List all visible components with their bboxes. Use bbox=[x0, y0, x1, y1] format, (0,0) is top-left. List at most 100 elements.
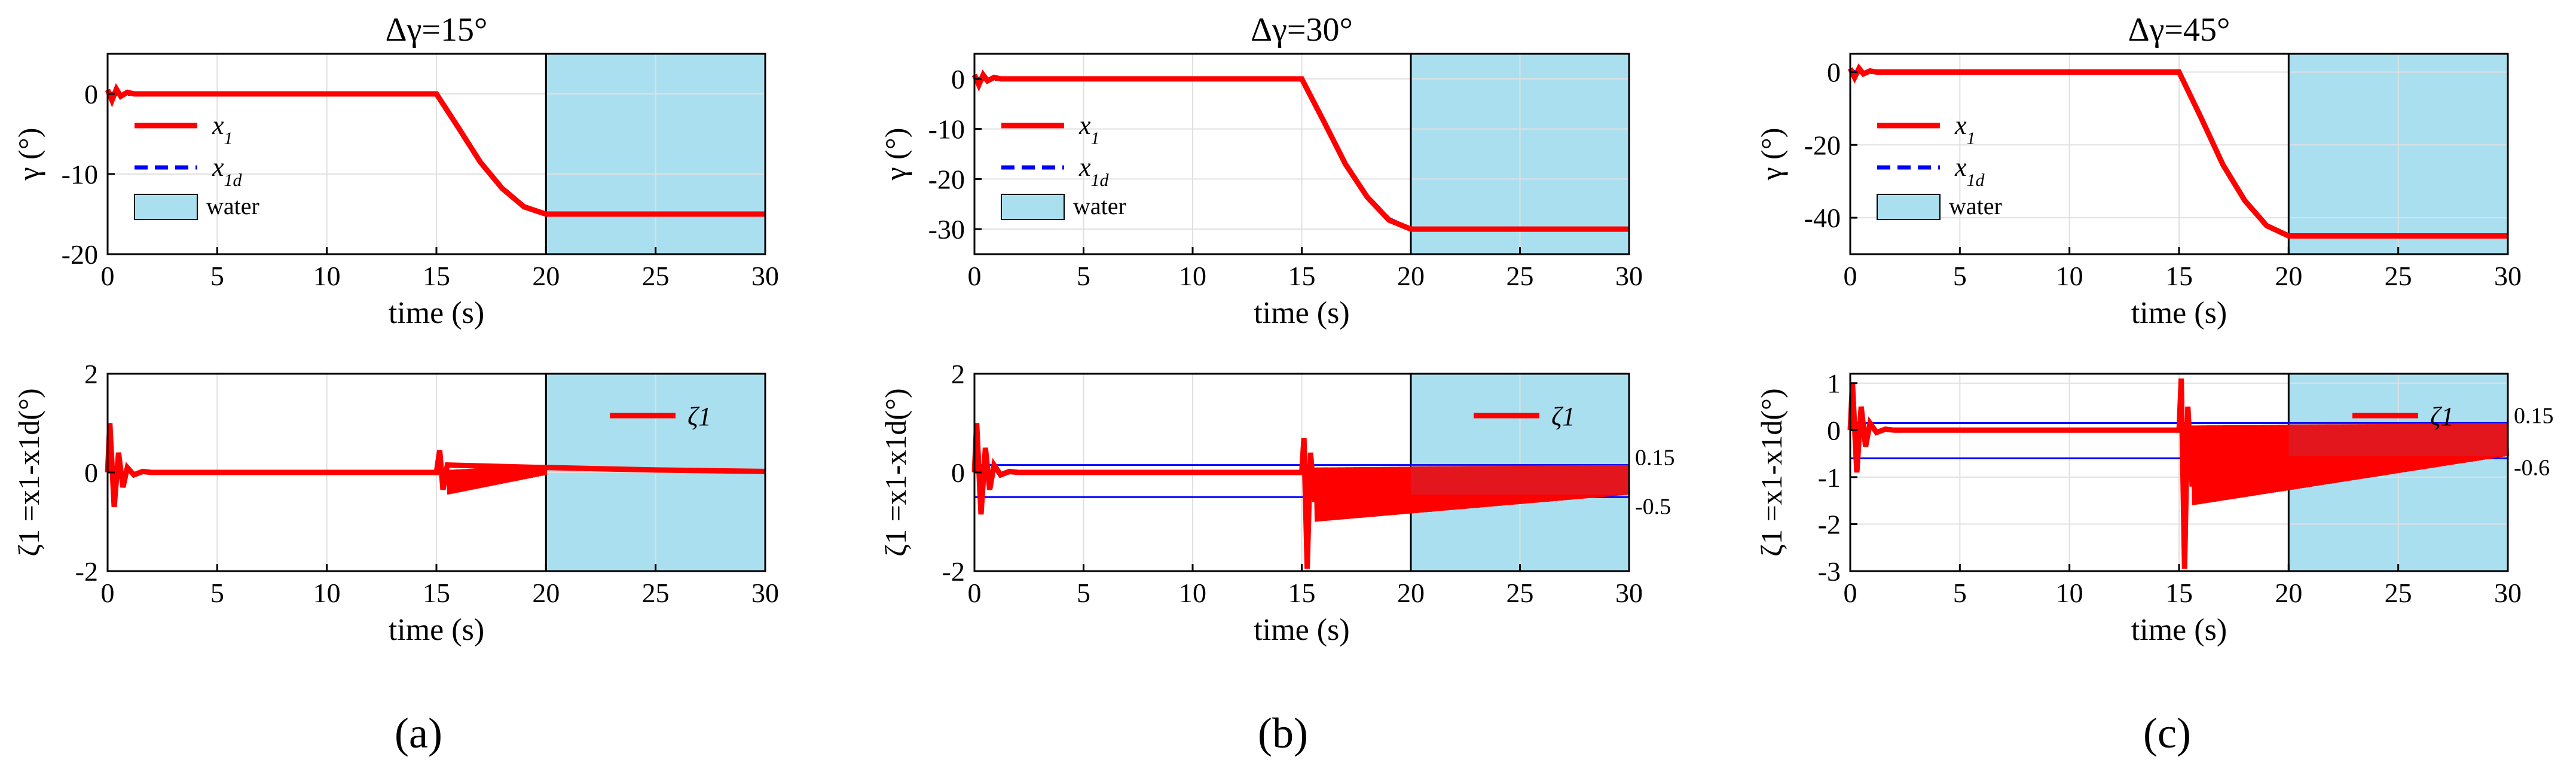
legend-label-zeta1: ζ1 bbox=[2430, 402, 2454, 431]
chart-title: Δγ=45° bbox=[2128, 11, 2230, 48]
oscillation-trace bbox=[1313, 465, 1630, 522]
x-tick-label: 5 bbox=[1077, 578, 1090, 608]
caption-a: (a) bbox=[395, 709, 442, 757]
y-tick-label: -20 bbox=[1804, 130, 1841, 160]
x-tick-label: 5 bbox=[1953, 261, 1967, 291]
y-tick-label: -2 bbox=[75, 556, 98, 587]
x-tick-label: 20 bbox=[1397, 578, 1425, 608]
y-tick-label: 1 bbox=[1827, 368, 1841, 399]
oscillation-band-water bbox=[2288, 423, 2508, 456]
panel-a-top: 0 5 10 15 20 25 30 0 -10 -20 time (s) γ (°) Δγ=15° x1… bbox=[12, 11, 779, 330]
y-axis-label: γ (°) bbox=[879, 128, 912, 181]
x-tick-label: 25 bbox=[642, 578, 670, 608]
legend-label-x1d: x1d bbox=[1078, 152, 1109, 190]
y-axis-label: γ (°) bbox=[1755, 128, 1788, 181]
x-tick-label: 0 bbox=[968, 261, 982, 291]
x-tick-label: 15 bbox=[2165, 261, 2193, 291]
x-tick-label: 20 bbox=[2275, 261, 2302, 291]
legend-label-water: water bbox=[206, 193, 259, 219]
x-tick-label: 30 bbox=[1615, 261, 1643, 291]
x-axis-label: time (s) bbox=[389, 296, 484, 330]
y-axis-label: ζ1 =x1-x1d(°) bbox=[879, 388, 912, 556]
x-axis-label: time (s) bbox=[1254, 613, 1349, 647]
x-axis-label: time (s) bbox=[2131, 296, 2227, 330]
x-tick-label: 30 bbox=[2494, 578, 2522, 608]
x-tick-label: 20 bbox=[532, 261, 560, 291]
x-tick-label: 10 bbox=[313, 261, 341, 291]
y-tick-label: 0 bbox=[951, 457, 965, 488]
series-x1 bbox=[1847, 63, 2508, 239]
y-tick-label: 0 bbox=[84, 79, 98, 109]
legend-label-water: water bbox=[1949, 193, 2002, 219]
y-tick-label: -20 bbox=[62, 239, 98, 270]
panel-b-top: 0 5 10 15 20 25 30 0 -10 -20 -30 time (s) γ (°) Δγ=30… bbox=[879, 11, 1643, 330]
y-tick-label: 0 bbox=[1827, 57, 1841, 87]
chart-title: Δγ=15° bbox=[386, 11, 488, 48]
bound-label: 0.15 bbox=[2514, 404, 2554, 429]
x-tick-label: 10 bbox=[313, 578, 341, 608]
y-tick-label: -1 bbox=[1818, 462, 1841, 493]
x-tick-label: 0 bbox=[101, 578, 115, 608]
y-tick-label: -2 bbox=[1818, 509, 1841, 539]
y-tick-label: -10 bbox=[928, 114, 965, 145]
series-ζ1 bbox=[105, 423, 766, 508]
x-tick-label: 15 bbox=[423, 578, 450, 608]
x-tick-label: 5 bbox=[1953, 578, 1967, 608]
y-tick-label: 2 bbox=[84, 359, 98, 389]
x-axis-label: time (s) bbox=[2131, 613, 2227, 647]
x-axis-label: time (s) bbox=[389, 613, 484, 647]
bound-label: -0.6 bbox=[2514, 455, 2550, 480]
legend-label-x1: x1 bbox=[212, 111, 233, 148]
bound-label: -0.5 bbox=[1635, 494, 1671, 519]
legend-swatch-water bbox=[1877, 194, 1941, 220]
x-tick-label: 30 bbox=[751, 261, 779, 291]
legend-label-x1d: x1d bbox=[1954, 152, 1985, 190]
x-tick-label: 10 bbox=[2056, 578, 2083, 608]
y-tick-label: -40 bbox=[1804, 203, 1841, 233]
x-tick-label: 30 bbox=[751, 578, 779, 608]
x-tick-label: 10 bbox=[1179, 578, 1206, 608]
y-tick-label: -3 bbox=[1818, 556, 1841, 587]
x-tick-label: 15 bbox=[1288, 578, 1316, 608]
x-tick-label: 10 bbox=[2056, 261, 2083, 291]
y-axis-label: ζ1 =x1-x1d(°) bbox=[12, 388, 45, 556]
x-tick-label: 25 bbox=[642, 261, 670, 291]
bound-label: 0.15 bbox=[1635, 446, 1675, 471]
x-tick-label: 0 bbox=[968, 578, 982, 608]
series-x1 bbox=[971, 69, 1629, 232]
x-tick-label: 25 bbox=[2385, 261, 2412, 291]
oscillation-trace bbox=[2191, 423, 2509, 505]
x-tick-label: 15 bbox=[1288, 261, 1316, 291]
x-tick-label: 0 bbox=[1844, 578, 1857, 608]
x-tick-label: 30 bbox=[1615, 578, 1643, 608]
legend-swatch-water bbox=[1001, 194, 1065, 220]
y-tick-label: 2 bbox=[951, 359, 965, 389]
legend-label-x1: x1 bbox=[1078, 111, 1099, 148]
x-axis-label: time (s) bbox=[1254, 296, 1349, 330]
y-tick-label: 0 bbox=[1827, 415, 1841, 446]
legend-swatch-water bbox=[134, 194, 198, 220]
series-ζ1 bbox=[1847, 378, 2195, 569]
y-tick-label: -10 bbox=[62, 159, 98, 190]
x-tick-label: 15 bbox=[2165, 578, 2193, 608]
x-tick-label: 0 bbox=[1844, 261, 1857, 291]
series-x1 bbox=[105, 83, 765, 217]
legend-label-x1d: x1d bbox=[212, 152, 242, 190]
x-tick-label: 20 bbox=[2275, 578, 2302, 608]
legend-label-zeta1: ζ1 bbox=[1551, 402, 1575, 431]
y-tick-label: -20 bbox=[928, 164, 965, 194]
legend-label-zeta1: ζ1 bbox=[687, 402, 711, 431]
oscillation-band-water bbox=[1411, 465, 1629, 495]
x-tick-label: 25 bbox=[1507, 578, 1534, 608]
x-tick-label: 20 bbox=[532, 578, 560, 608]
x-tick-label: 5 bbox=[210, 261, 224, 291]
x-tick-label: 25 bbox=[2385, 578, 2412, 608]
x-tick-label: 30 bbox=[2494, 261, 2522, 291]
panel-c-top: 0 5 10 15 20 25 30 0 -20 -40 time (s) γ (°) Δγ=45° x1… bbox=[1755, 11, 2522, 330]
chart-title: Δγ=30° bbox=[1251, 11, 1353, 48]
y-tick-label: -2 bbox=[942, 556, 965, 587]
